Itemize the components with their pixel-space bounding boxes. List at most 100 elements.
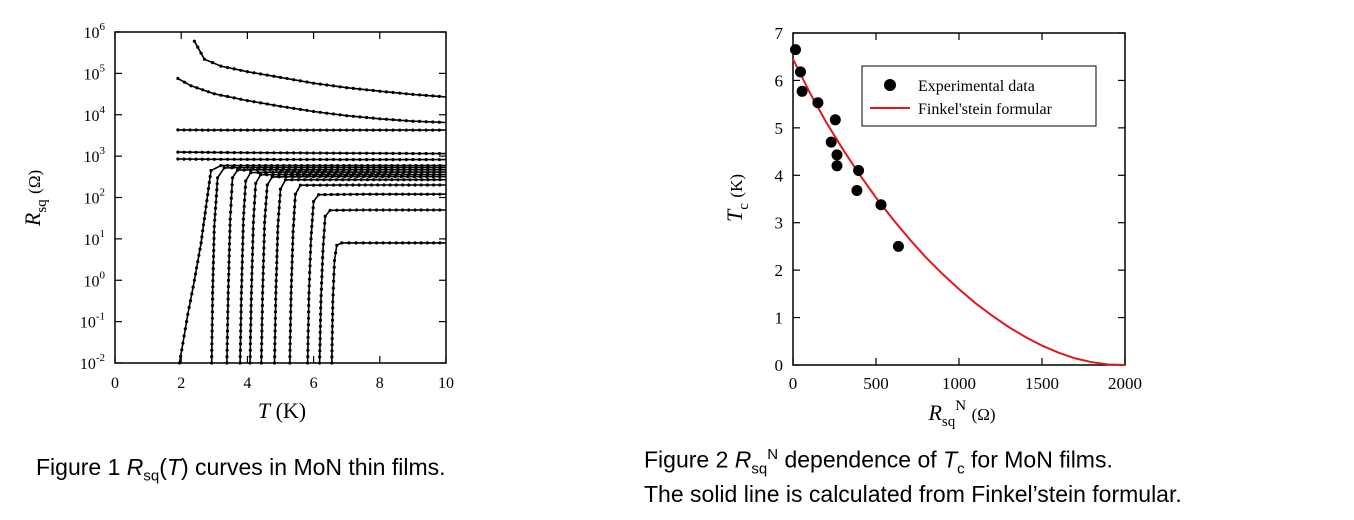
fig1-data-point [338,113,342,117]
fig1-data-point [256,170,260,175]
fig1-data-point [407,208,411,212]
fig1-data-point [331,112,336,116]
fig2-xlabel: RsqN (Ω) [927,398,995,430]
fig1-data-point [260,297,265,301]
fig1-data-point [371,158,375,162]
fig1-data-point [230,166,234,170]
fig1-data-point [326,172,330,177]
fig1-data-point [360,165,364,170]
fig1-data-point [264,195,268,200]
fig1-data-point [205,199,209,203]
fig1-data-point [219,164,223,168]
fig1-xtick-label: 4 [243,375,251,392]
fig1-data-point [305,128,309,132]
fig1-data-point [438,208,442,212]
fig1-data-point [372,178,376,182]
fig1-data-point [431,152,435,156]
fig1-data-point [368,175,372,179]
fig1-data-point [351,172,355,177]
fig1-data-point [203,211,207,215]
fig1-data-point [331,306,335,310]
fig1-data-point [202,217,206,221]
fig1-data-point [250,271,254,276]
fig1-data-point [420,170,424,174]
fig1-data-point [291,223,296,227]
fig1-data-point [342,165,346,170]
fig1-data-point [273,355,277,359]
fig1-data-point [330,324,334,328]
fig1-data-point [378,168,382,172]
fig1-data-point [210,316,214,320]
fig1-data-point [276,230,280,234]
fig1-data-point [323,214,327,218]
fig1-data-point [319,294,323,298]
fig1-data-point [252,71,256,75]
fig1-data-point [250,259,254,263]
fig1-data-point [328,208,332,212]
fig1-data-point [438,165,442,170]
fig1-data-point [398,91,402,95]
fig1-data-point [289,285,293,289]
fig1-data-point [262,240,266,244]
fig1-data-point [278,199,282,204]
fig1-data-point [182,128,186,132]
fig2-ytick-label: 0 [775,356,784,375]
fig1-data-point [391,151,395,155]
fig1-data-point [419,208,423,212]
fig1-data-point [320,172,324,177]
fig1-data-point [330,337,334,341]
fig1-data-point [331,312,335,316]
fig1-data-point [241,242,245,246]
fig1-data-point [355,208,359,212]
fig1-data-point [274,297,278,301]
fig1-data-point [239,310,243,314]
fig1-data-point [177,361,182,365]
fig1-data-point [278,151,283,155]
fig1-data-point [338,158,342,162]
fig1-data-point [336,192,340,197]
fig1-data-point [404,119,408,123]
fig1-data-point [270,175,274,179]
fig1-data-point [332,265,336,269]
fig1-data-point [253,188,257,192]
fig1-data-point [374,192,379,196]
fig1-data-point [404,158,408,162]
fig1-data-point [322,228,326,232]
fig1-data-point [411,158,415,162]
fig1-data-point [274,285,278,289]
fig1-data-point [275,261,279,265]
fig1-data-point [378,128,382,132]
fig1-data-point [318,355,322,359]
fig1-data-point [425,208,429,212]
fig1-data-point [351,151,355,155]
fig1-data-point [241,217,245,221]
fig1-data-point [275,267,279,271]
fig1-data-point [336,165,340,170]
fig1-data-point [289,310,293,314]
fig1-data-point [341,208,345,212]
fig1-data-point [243,185,247,189]
fig1-data-point [309,178,313,182]
fig1-data-point [182,157,186,161]
fig1-data-point [201,229,205,233]
fig1-data-point [292,78,296,82]
fig1-data-point [378,165,382,170]
fig1-data-point [288,355,292,359]
fig1-data-point [424,151,428,156]
fig1-ytick-label: 103 [84,145,106,166]
fig1-data-point [312,128,316,132]
fig1-data-point [240,254,244,258]
fig1-data-point [417,158,422,162]
fig1-data-point [316,170,320,174]
fig1-data-point [241,229,245,233]
fig1-data-point [408,170,412,174]
fig1-data-point [260,342,264,346]
fig1-data-point [325,128,329,132]
fig1-data-point [260,329,264,333]
fig1-data-point [249,323,253,327]
fig1-data-point [372,165,376,170]
fig1-data-point [271,170,275,174]
fig1-data-point [384,117,388,121]
fig1-data-point [408,168,412,172]
fig1-data-point [318,337,322,341]
